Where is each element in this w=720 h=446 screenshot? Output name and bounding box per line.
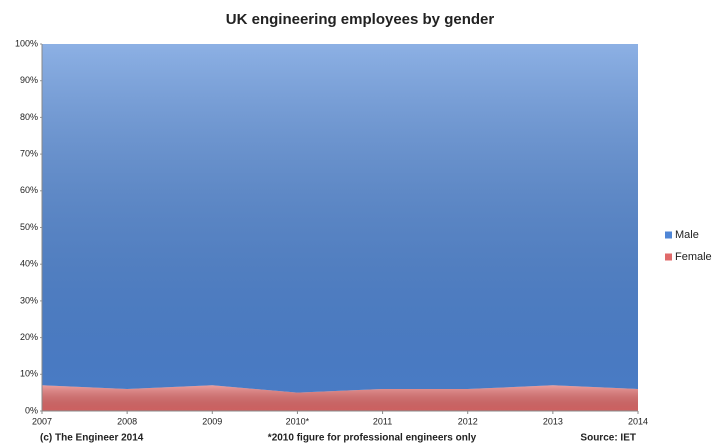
y-tick-label: 100%: [15, 38, 38, 48]
area-shade: [42, 385, 638, 411]
x-tick-label: 2008: [117, 416, 137, 426]
x-tick-label: 2011: [373, 416, 392, 426]
legend-swatch: [665, 231, 672, 239]
y-tick-label: 30%: [20, 295, 38, 305]
legend-label: Male: [675, 229, 699, 241]
legend-swatch: [665, 253, 672, 261]
x-tick-label: 2007: [32, 416, 52, 426]
source: Source: IET: [580, 433, 636, 444]
x-tick-label: 2014: [628, 416, 648, 426]
x-tick-label: 2009: [202, 416, 222, 426]
y-tick-label: 0%: [25, 405, 38, 415]
x-tick-label: 2013: [543, 416, 563, 426]
y-tick-label: 10%: [20, 369, 38, 379]
y-tick-label: 80%: [20, 112, 38, 122]
footnote: *2010 figure for professional engineers …: [268, 433, 477, 444]
chart-title: UK engineering employees by gender: [226, 11, 495, 28]
legend-label: Female: [675, 251, 712, 263]
x-tick-label: 2010*: [286, 416, 310, 426]
y-tick-label: 90%: [20, 75, 38, 85]
y-tick-label: 70%: [20, 148, 38, 158]
credit: (c) The Engineer 2014: [40, 433, 144, 444]
y-tick-label: 50%: [20, 222, 38, 232]
x-tick-label: 2012: [458, 416, 478, 426]
y-tick-label: 40%: [20, 259, 38, 269]
y-tick-label: 20%: [20, 332, 38, 342]
y-tick-label: 60%: [20, 185, 38, 195]
area-shade: [42, 44, 638, 393]
